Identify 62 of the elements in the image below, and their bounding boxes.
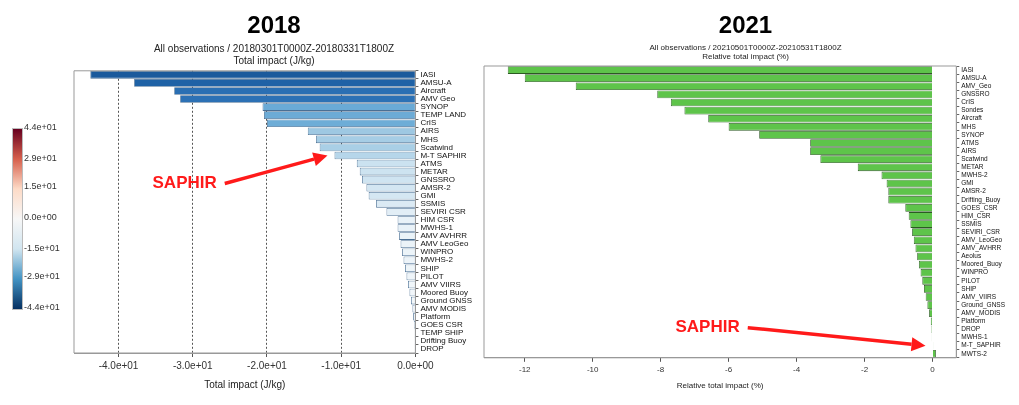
y-tick-label: GNSSRO [420,174,456,184]
y-tick-label: ATMS [420,158,443,168]
x-tick-label: 0.0e+00 [397,359,435,371]
y-tick-label: HIM CSR [420,215,455,225]
chart-subtitle: All observations / 20210501T0000Z-20210531T1800Z Relative total impact (%) [649,42,842,62]
y-tick-label: Moored Buoy [420,287,469,297]
y-tick-label: TEMP LAND [420,110,467,120]
y-tick-label: Ground GNSS [420,295,472,305]
x-axis-title: Relative total impact (%) [676,381,764,391]
x-tick-label: -1.0e+01 [321,359,362,371]
annotation: SAPHIR [675,317,740,337]
y-tick-label: DROP [420,344,444,354]
y-tick-label: SHIP [420,263,440,273]
color-bar-label: -2.9e+01 [24,271,60,282]
y-tick-label: METAR [420,166,449,176]
y-tick-label: GOES CSR [420,319,463,329]
y-tick-label: MWHS-2 [420,255,454,265]
x-tick-label: -2 [860,364,869,374]
y-tick-label: Scatwind [420,142,453,152]
color-bar-label: 1.5e+01 [24,181,57,192]
color-bar-label: 4.4e+01 [24,122,57,132]
y-tick-label: WINPRO [420,247,454,257]
color-bar-label: 0.0e+00 [24,212,57,222]
color-bar-label: 2.9e+01 [24,152,57,163]
y-tick-label: AMV VIIRS [420,279,461,289]
y-tick-label: MHS [420,134,439,144]
y-tick-label: M-T SAPHIR [420,150,467,160]
x-axis-title: Total impact (J/kg) [204,378,286,390]
x-tick-label: 0 [930,364,936,374]
y-tick-label: TEMP SHIP [420,328,464,338]
chart-title: 2021 [718,11,773,39]
y-tick-label: MWHS-1 [420,223,454,233]
color-bar-label: -4.4e+01 [24,302,60,312]
annotation: SAPHIR [152,173,217,193]
x-tick-label: -2.0e+01 [247,359,288,371]
y-tick-label: AMSU-A [420,78,453,88]
y-tick-label: AMV MODIS [420,303,467,313]
y-tick-label: CrIS [420,118,437,128]
x-tick-label: -4.0e+01 [98,359,139,371]
color-bar-label: -1.5e+01 [24,242,60,253]
y-tick-label: Aircraft [420,86,447,96]
x-tick-label: -3.0e+01 [172,359,214,371]
y-tick-label: AMV AVHRR [420,231,468,241]
x-tick-label: -4 [793,364,801,374]
x-tick-label: -12 [518,364,532,374]
x-tick-label: -6 [725,364,733,374]
y-tick-label: AMSR-2 [420,182,452,192]
chart-subtitle: All observations / 20180301T0000Z-20180331T1800Z Total impact (J/kg) [153,42,395,66]
y-tick-label: AIRS [420,126,440,136]
x-tick-label: -10 [586,364,600,374]
x-tick-label: -8 [657,364,665,374]
y-tick-label: SSMIS [420,199,446,209]
y-tick-label: AMV Geo [420,94,456,104]
y-tick-label: Platform [420,311,451,321]
y-tick-label: SYNOP [420,102,449,112]
y-tick-label: SEVIRI CSR [420,207,466,217]
y-tick-label: Drifting Buoy [420,336,467,346]
chart-title: 2018 [247,11,301,39]
y-tick-label: AMV LeoGeo [420,239,469,249]
y-tick-label: GMI [420,190,436,200]
y-tick-label: IASI [420,70,436,80]
y-tick-label: PILOT [420,271,444,281]
